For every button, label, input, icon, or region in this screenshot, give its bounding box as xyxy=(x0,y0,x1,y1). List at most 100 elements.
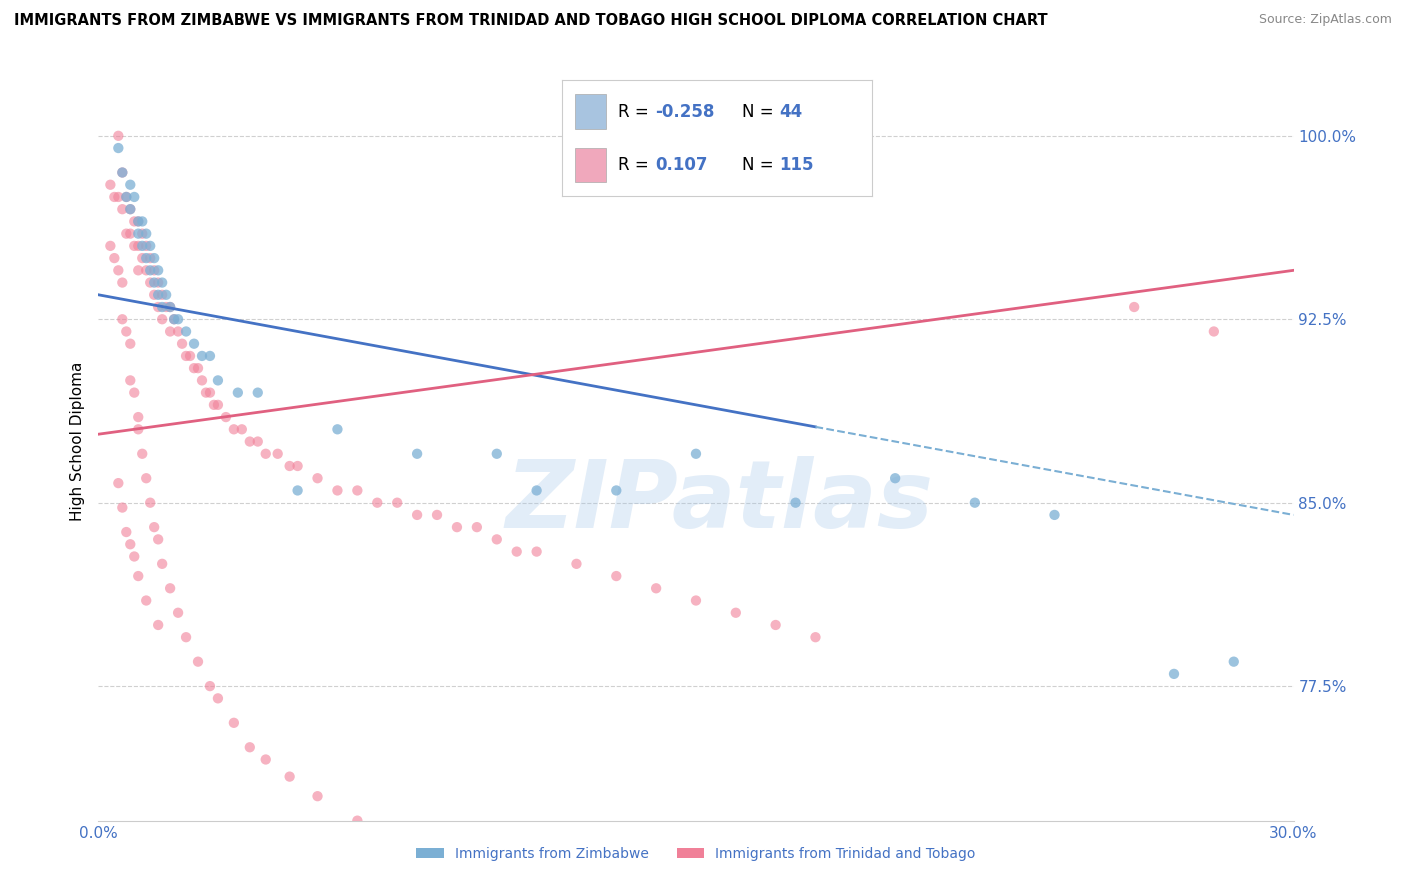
Point xyxy=(143,276,166,290)
Point xyxy=(183,361,205,376)
Point xyxy=(187,655,209,669)
Point xyxy=(131,227,153,241)
Point xyxy=(143,287,166,301)
Point xyxy=(139,251,162,265)
Point xyxy=(307,789,329,804)
Point xyxy=(139,276,162,290)
Point xyxy=(426,838,449,852)
Point xyxy=(103,251,125,265)
Point xyxy=(198,385,221,400)
Point xyxy=(163,312,186,326)
Point xyxy=(143,251,166,265)
FancyBboxPatch shape xyxy=(575,95,606,129)
Point xyxy=(724,606,747,620)
Point xyxy=(326,422,349,436)
Point xyxy=(131,239,153,253)
Point xyxy=(120,202,142,217)
Point xyxy=(506,544,529,558)
Point xyxy=(406,447,429,461)
Point xyxy=(148,533,170,547)
Point xyxy=(135,227,157,241)
Point xyxy=(111,165,134,179)
Text: Source: ZipAtlas.com: Source: ZipAtlas.com xyxy=(1258,13,1392,27)
Point xyxy=(1202,325,1225,339)
Point xyxy=(143,263,166,277)
Point xyxy=(115,227,138,241)
Point xyxy=(231,422,253,436)
Point xyxy=(1123,300,1146,314)
Point xyxy=(346,814,368,828)
Point xyxy=(187,361,209,376)
Point xyxy=(239,434,262,449)
Point xyxy=(785,496,807,510)
Point xyxy=(1223,655,1246,669)
FancyBboxPatch shape xyxy=(575,147,606,182)
Point xyxy=(131,214,153,228)
Text: N =: N = xyxy=(742,156,779,174)
Point xyxy=(963,496,986,510)
Point xyxy=(605,483,627,498)
Point xyxy=(115,190,138,204)
Point xyxy=(385,496,409,510)
Point xyxy=(127,422,149,436)
Point xyxy=(287,458,309,473)
Legend: Immigrants from Zimbabwe, Immigrants from Trinidad and Tobago: Immigrants from Zimbabwe, Immigrants fro… xyxy=(411,842,981,867)
Point xyxy=(127,263,149,277)
Point xyxy=(159,582,181,596)
Text: 115: 115 xyxy=(779,156,814,174)
Point xyxy=(159,325,181,339)
Text: -0.258: -0.258 xyxy=(655,103,714,120)
Point xyxy=(287,483,309,498)
Point xyxy=(150,276,173,290)
Point xyxy=(645,582,668,596)
Point xyxy=(207,398,229,412)
Point xyxy=(120,537,142,551)
Point xyxy=(148,287,170,301)
Point xyxy=(174,325,197,339)
Point xyxy=(526,544,548,558)
Point xyxy=(167,325,190,339)
Point xyxy=(167,312,190,326)
Point xyxy=(685,593,707,607)
Point xyxy=(124,190,146,204)
Point xyxy=(198,679,221,693)
Point xyxy=(120,373,142,387)
Point xyxy=(127,410,149,425)
Point xyxy=(115,524,138,539)
Point xyxy=(107,190,129,204)
Point xyxy=(246,385,269,400)
Point xyxy=(366,496,388,510)
Point xyxy=(226,385,249,400)
Text: IMMIGRANTS FROM ZIMBABWE VS IMMIGRANTS FROM TRINIDAD AND TOBAGO HIGH SCHOOL DIPL: IMMIGRANTS FROM ZIMBABWE VS IMMIGRANTS F… xyxy=(14,13,1047,29)
Y-axis label: High School Diploma: High School Diploma xyxy=(69,362,84,521)
Point xyxy=(191,373,214,387)
Point xyxy=(111,165,134,179)
Point xyxy=(565,557,588,571)
Point xyxy=(115,190,138,204)
Point xyxy=(150,557,173,571)
Point xyxy=(446,520,468,534)
Point xyxy=(135,263,157,277)
Point xyxy=(127,214,149,228)
Point xyxy=(120,178,142,192)
Point xyxy=(426,508,449,522)
Point xyxy=(131,251,153,265)
Point xyxy=(98,178,122,192)
Point xyxy=(222,422,245,436)
Point xyxy=(202,398,225,412)
Text: ZIPatlas: ZIPatlas xyxy=(506,456,934,549)
Point xyxy=(485,533,508,547)
Point xyxy=(406,508,429,522)
Point xyxy=(174,349,197,363)
Point xyxy=(148,263,170,277)
Point xyxy=(155,287,177,301)
Point xyxy=(183,336,205,351)
Point xyxy=(124,385,146,400)
Point xyxy=(111,276,134,290)
Point xyxy=(605,569,627,583)
Point xyxy=(127,227,149,241)
Point xyxy=(107,263,129,277)
Point xyxy=(198,349,221,363)
Point xyxy=(135,251,157,265)
Point xyxy=(167,606,190,620)
